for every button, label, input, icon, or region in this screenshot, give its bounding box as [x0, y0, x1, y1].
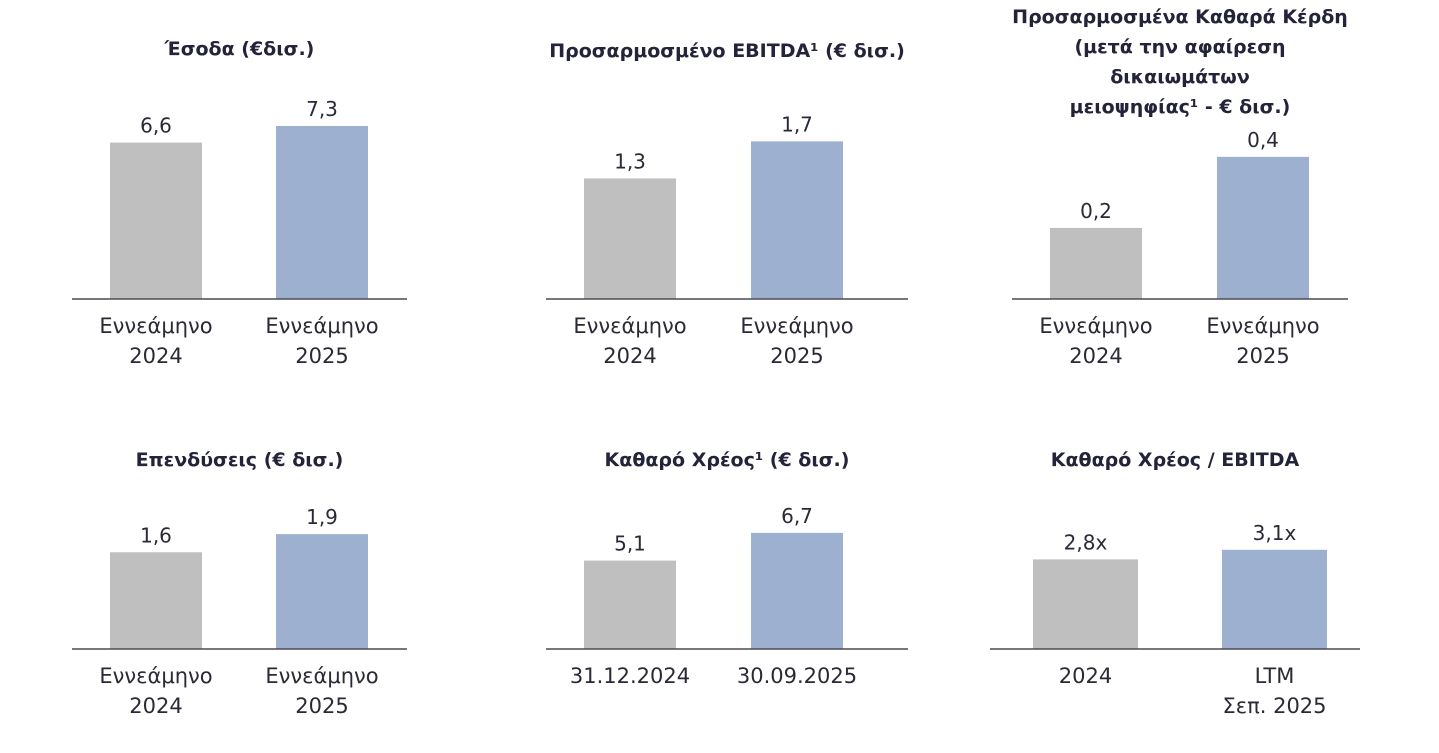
chart-panel-6: Καθαρό Χρέος / EBITDA 2,8x 2024 3,1x LTM Σεπ.… — [0, 350, 1439, 725]
category-label: Εννεάμηνο — [740, 314, 853, 338]
category-label: Εννεάμηνο — [1039, 314, 1152, 338]
category-label: Εννεάμηνο — [265, 664, 378, 688]
category-label: Σεπ. 2025 — [1222, 694, 1326, 718]
category-label: 2025 — [1236, 344, 1289, 368]
category-label: 2024 — [603, 344, 656, 368]
bar-chart: 0,2 Εννεάμηνο 2024 0,4 Εννεάμηνο 2025 — [1012, 128, 1348, 368]
data-label: 6,6 — [140, 114, 172, 138]
bar-current — [751, 141, 843, 299]
category-label: Εννεάμηνο — [99, 314, 212, 338]
bar-current — [1222, 549, 1327, 649]
chart-title-line: μειοψηφίας¹ - € δισ.) — [1069, 96, 1291, 118]
bar-current — [276, 534, 368, 649]
data-label: 6,7 — [781, 504, 813, 528]
bar-prior — [584, 560, 676, 649]
chart-title-line: Επενδύσεις (€ δισ.) — [135, 449, 344, 471]
category-label: Εννεάμηνο — [573, 314, 686, 338]
category-label: LTM — [1255, 664, 1295, 688]
category-label: Εννεάμηνο — [1206, 314, 1319, 338]
data-label: 5,1 — [614, 532, 646, 556]
chart-title: Καθαρό Χρέος / EBITDA — [990, 445, 1360, 475]
bar-chart: 1,6 Εννεάμηνο 2024 1,9 Εννεάμηνο 2025 — [72, 505, 407, 718]
chart-panel-3: Προσαρμοσμένα Καθαρά Κέρδη (μετά την αφαί… — [0, 0, 1439, 375]
bar-prior — [1033, 559, 1138, 649]
data-label: 1,9 — [306, 505, 338, 529]
chart-title-line: (μετά την αφαίρεση δικαιωμάτων — [1074, 36, 1286, 88]
bar-current — [751, 532, 843, 649]
category-label: 2024 — [129, 344, 182, 368]
bar-chart: 1,3 Εννεάμηνο 2024 1,7 Εννεάμηνο 2025 — [546, 112, 908, 368]
data-label: 1,3 — [614, 149, 646, 173]
data-label: 7,3 — [306, 97, 338, 121]
bar-chart: 2,8x 2024 3,1x LTM Σεπ. 2025 — [990, 521, 1360, 718]
bar-prior — [1050, 227, 1142, 299]
category-label: 2024 — [129, 694, 182, 718]
bar-chart: 6,6 Εννεάμηνο 2024 7,3 Εννεάμηνο 2025 — [72, 97, 407, 368]
chart-panel-2: Προσαρμοσμένο EBITDA¹ (€ δισ.) 1,3 Εννεάμη… — [0, 0, 1439, 375]
bar-chart: 5,1 31.12.2024 6,7 30.09.2025 — [546, 504, 908, 688]
chart-title-line: Προσαρμοσμένα Καθαρά Κέρδη — [1012, 6, 1348, 28]
category-label: 2025 — [770, 344, 823, 368]
data-label: 3,1x — [1253, 521, 1297, 545]
chart-title-line: Προσαρμοσμένο EBITDA¹ (€ δισ.) — [549, 40, 905, 62]
category-label: 2024 — [1069, 344, 1122, 368]
bar-prior — [584, 178, 676, 299]
category-label: Εννεάμηνο — [99, 664, 212, 688]
chart-title: Επενδύσεις (€ δισ.) — [72, 445, 407, 475]
data-label: 0,2 — [1080, 199, 1112, 223]
chart-title-line: Καθαρό Χρέος / EBITDA — [1050, 449, 1300, 471]
bar-current — [1217, 156, 1309, 299]
category-label: 31.12.2024 — [570, 664, 690, 688]
chart-title: Προσαρμοσμένο EBITDA¹ (€ δισ.) — [546, 36, 908, 66]
data-label: 0,4 — [1247, 128, 1279, 152]
category-label: 30.09.2025 — [737, 664, 857, 688]
category-label: 2025 — [295, 344, 348, 368]
chart-title-line: Έσοδα (€δισ.) — [164, 38, 315, 60]
data-label: 1,6 — [140, 523, 172, 547]
chart-title: Προσαρμοσμένα Καθαρά Κέρδη (μετά την αφαί… — [1012, 2, 1348, 122]
chart-title: Καθαρό Χρέος¹ (€ δισ.) — [546, 445, 908, 475]
data-label: 2,8x — [1064, 530, 1108, 554]
category-label: 2025 — [295, 694, 348, 718]
category-label: Εννεάμηνο — [265, 314, 378, 338]
chart-panel-1: Έσοδα (€δισ.) 6,6 Εννεάμηνο 2024 7,3 Εννεάμην… — [0, 0, 1439, 375]
bar-prior — [110, 552, 202, 649]
bar-current — [276, 126, 368, 299]
bar-prior — [110, 142, 202, 299]
chart-panel-4: Επενδύσεις (€ δισ.) 1,6 Εννεάμηνο 2024 1,9 Εν… — [0, 350, 1439, 725]
chart-panel-5: Καθαρό Χρέος¹ (€ δισ.) 5,1 31.12.2024 6,7 30… — [0, 350, 1439, 725]
chart-title: Έσοδα (€δισ.) — [72, 34, 407, 64]
data-label: 1,7 — [781, 112, 813, 136]
chart-title-line: Καθαρό Χρέος¹ (€ δισ.) — [604, 449, 850, 471]
category-label: 2024 — [1059, 664, 1112, 688]
